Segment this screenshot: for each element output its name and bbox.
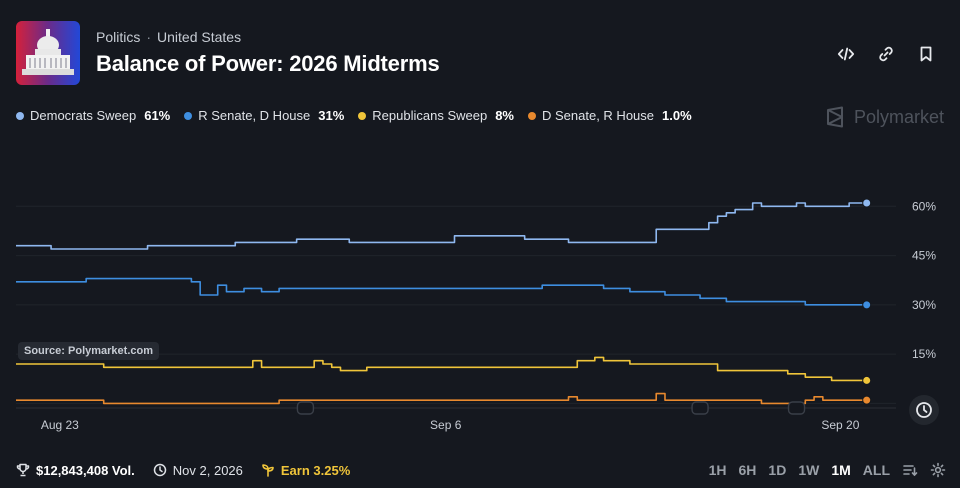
bookmark-icon	[920, 46, 932, 62]
legend-value: 61%	[144, 108, 171, 123]
legend-swatch-republicans-sweep	[358, 111, 367, 120]
x-tick-label: Sep 20	[821, 418, 859, 432]
end-date-value: Nov 2, 2026	[172, 462, 243, 478]
market-footer: $12,843,408 Vol. Nov 2, 2026 Earn 3.25% …	[16, 462, 946, 478]
legend-label: R Senate, D House	[198, 108, 311, 123]
legend-item[interactable]: R Senate, D House 31%	[184, 108, 344, 123]
volume-value: $12,843,408 Vol.	[36, 462, 135, 478]
range-1w-button[interactable]: 1W	[798, 462, 820, 478]
event-marker[interactable]	[296, 401, 315, 415]
market-header: Politics · United States Balance of Powe…	[16, 20, 440, 86]
chart-series	[16, 198, 872, 405]
x-tick-label: Sep 6	[430, 418, 462, 432]
polymarket-logo-icon	[826, 106, 843, 128]
series-line-1	[16, 277, 867, 306]
brand-name: Polymarket	[853, 106, 944, 127]
range-all-button[interactable]: ALL	[862, 462, 890, 478]
legend-label: Democrats Sweep	[30, 108, 137, 123]
series-end-point-2	[862, 375, 872, 385]
y-tick-label: 45%	[912, 249, 936, 263]
breadcrumb-category[interactable]: Politics	[96, 29, 141, 45]
legend-swatch-d-senate-r-house	[528, 111, 536, 120]
clock-icon	[153, 463, 167, 477]
chart-legend: Democrats Sweep 61% R Senate, D House 31…	[16, 108, 692, 123]
legend-value: 1.0%	[662, 108, 692, 123]
header-actions	[834, 42, 938, 66]
series-line-3	[16, 392, 867, 405]
capitol-thumbnail	[16, 21, 80, 85]
y-tick-label: 60%	[912, 199, 936, 213]
event-marker[interactable]	[691, 401, 709, 415]
series-line-2	[16, 356, 867, 382]
legend-item[interactable]: Democrats Sweep 61%	[16, 108, 170, 123]
brand-watermark: Polymarket	[824, 106, 944, 128]
legend-value: 8%	[495, 108, 514, 123]
legend-label: D Senate, R House	[542, 108, 655, 123]
range-6h-button[interactable]: 6H	[738, 462, 757, 478]
link-icon	[879, 46, 893, 62]
range-1d-button[interactable]: 1D	[768, 462, 787, 478]
event-marker[interactable]	[787, 401, 806, 415]
settings-gear-icon[interactable]	[930, 462, 946, 478]
source-label: Source: Polymarket.com	[18, 342, 159, 360]
sprout-icon	[262, 464, 274, 477]
x-tick-label: Aug 23	[41, 418, 79, 432]
time-range-selector: 1H 6H 1D 1W 1M ALL	[709, 462, 946, 478]
legend-item[interactable]: D Senate, R House 1.0%	[528, 108, 692, 123]
page-title: Balance of Power: 2026 Midterms	[96, 51, 440, 76]
end-date-stat: Nov 2, 2026	[153, 463, 243, 478]
legend-item[interactable]: Republicans Sweep 8%	[358, 108, 514, 123]
breadcrumb-subcategory[interactable]: United States	[157, 29, 242, 45]
legend-value: 31%	[318, 108, 345, 123]
earn-value: Earn 3.25%	[280, 462, 351, 478]
series-line-0	[16, 202, 867, 250]
range-1m-button[interactable]: 1M	[831, 462, 851, 478]
series-end-point-1	[862, 300, 872, 310]
breadcrumb: Politics · United States	[96, 29, 439, 45]
copy-link-button[interactable]	[874, 42, 898, 66]
legend-swatch-r-senate-d-house	[184, 111, 193, 120]
y-tick-label: 30%	[912, 298, 936, 312]
clock-icon	[916, 402, 932, 418]
x-axis: Aug 23 Sep 6 Sep 20	[16, 401, 896, 432]
legend-swatch-democrats-sweep	[16, 111, 24, 120]
y-tick-label: 15%	[912, 347, 936, 361]
bookmark-button[interactable]	[914, 42, 938, 66]
legend-label: Republicans Sweep	[372, 108, 488, 123]
breadcrumb-separator: ·	[146, 29, 152, 45]
series-end-point-0	[862, 198, 872, 208]
filter-list-icon[interactable]	[902, 462, 918, 478]
y-axis: 60%45%30%15%0%	[912, 199, 936, 410]
embed-code-icon	[837, 47, 855, 61]
chart-timeline-button[interactable]	[909, 395, 939, 425]
volume-stat: $12,843,408 Vol.	[16, 463, 135, 478]
trophy-icon	[16, 463, 30, 477]
series-end-point-3	[862, 395, 872, 405]
embed-code-button[interactable]	[834, 42, 858, 66]
range-1h-button[interactable]: 1H	[708, 462, 727, 478]
earn-stat[interactable]: Earn 3.25%	[261, 463, 350, 478]
